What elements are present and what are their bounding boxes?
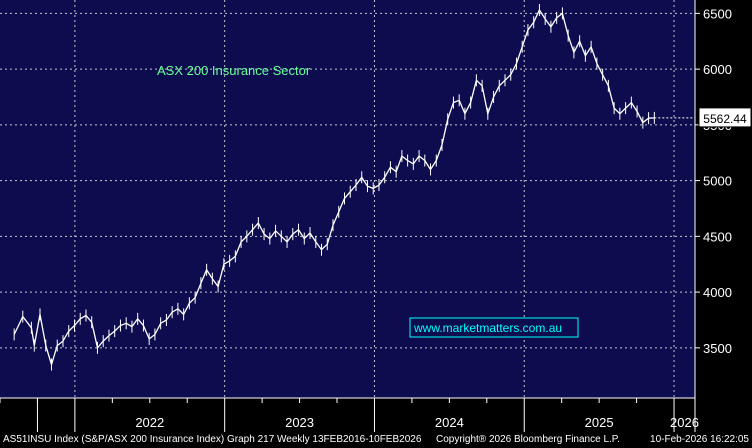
x-axis-ticks: 2022 2023 2024 2025 2026 [0,398,699,432]
y-tick-label: 4000 [703,285,732,300]
grid-lines [0,0,695,398]
watermark: www.marketmatters.com.au [409,317,579,338]
footer: AS51INSU Index (S&P/ASX 200 Insurance In… [0,432,752,448]
x-axis-panel [0,398,695,432]
last-value-text: 5562.44 [703,112,747,126]
last-value-box: 5562.44 [654,107,752,128]
y-tick-label: 6000 [703,62,732,77]
plot-area [0,0,695,398]
footer-copyright: Copyright® 2026 Bloomberg Finance L.P. [436,434,620,445]
x-tick-label: 2025 [585,415,614,430]
price-series [13,4,655,371]
y-tick-label: 5000 [703,174,732,189]
y-tick-label: 3500 [703,341,732,356]
price-line [13,8,655,367]
x-tick-label: 2024 [435,415,464,430]
x-tick-label: 2026 [670,415,699,430]
footer-source: AS51INSU Index (S&P/ASX 200 Insurance In… [3,434,422,445]
footer-timestamp: 10-Feb-2026 16:22:05 [650,434,749,445]
watermark-text: www.marketmatters.com.au [413,321,562,335]
x-tick-label: 2022 [135,415,164,430]
last-value-badge [698,107,752,128]
y-tick-label: 6500 [703,6,732,21]
y-axis-ticks: 3500400045005000550060006500 [695,6,732,356]
y-axis-panel [695,0,752,432]
x-tick-label: 2023 [285,415,314,430]
chart-title: ASX 200 Insurance Sector [157,63,311,78]
y-tick-label: 4500 [703,229,732,244]
